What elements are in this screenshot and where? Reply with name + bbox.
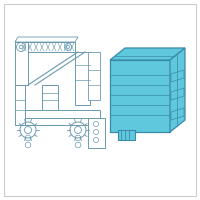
Polygon shape (42, 85, 58, 110)
Polygon shape (88, 118, 105, 148)
Polygon shape (15, 42, 28, 85)
Polygon shape (15, 85, 25, 125)
Polygon shape (18, 118, 100, 125)
Polygon shape (18, 110, 100, 118)
Polygon shape (118, 130, 135, 140)
Polygon shape (110, 48, 185, 60)
Polygon shape (171, 88, 184, 100)
Polygon shape (88, 52, 100, 100)
Polygon shape (15, 37, 78, 42)
Polygon shape (75, 52, 90, 105)
Polygon shape (15, 42, 75, 52)
Polygon shape (170, 48, 185, 132)
Polygon shape (171, 108, 184, 120)
Polygon shape (110, 60, 170, 132)
Polygon shape (171, 70, 184, 82)
